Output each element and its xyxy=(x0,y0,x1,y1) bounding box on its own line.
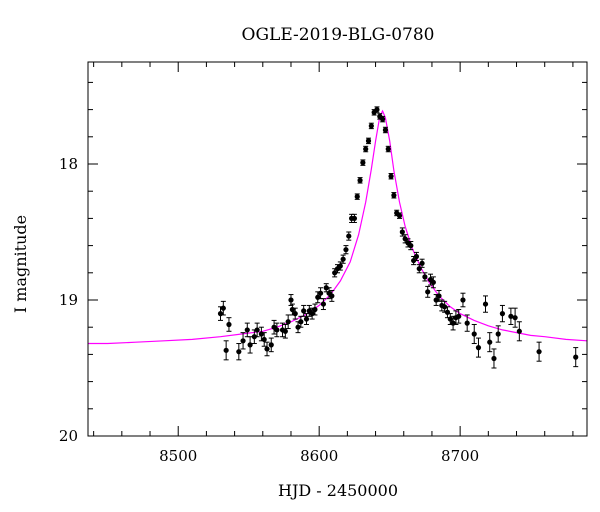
data-point xyxy=(471,331,477,337)
data-point xyxy=(499,311,506,317)
x-tick-label: 8600 xyxy=(300,447,338,465)
data-point xyxy=(512,315,518,321)
data-point xyxy=(274,327,280,333)
data-point xyxy=(220,305,226,311)
data-point xyxy=(298,319,304,325)
data-point xyxy=(391,192,397,198)
data-point xyxy=(236,349,242,355)
data-point xyxy=(292,311,298,317)
data-point xyxy=(411,257,417,264)
y-tick-label: 18 xyxy=(59,155,78,173)
data-point xyxy=(247,342,253,348)
data-point xyxy=(422,274,428,280)
data-point xyxy=(487,339,493,345)
data-point xyxy=(354,194,360,200)
data-point xyxy=(337,263,343,269)
plot-frame xyxy=(87,61,588,437)
data-point xyxy=(408,243,414,249)
data-point xyxy=(351,215,358,221)
data-point xyxy=(312,306,318,313)
y-tick-label: 20 xyxy=(59,427,78,445)
data-point xyxy=(447,316,453,322)
data-point xyxy=(482,301,489,307)
data-point xyxy=(573,354,579,360)
x-tick-label: 8700 xyxy=(441,447,479,465)
data-point xyxy=(254,327,260,333)
data-point xyxy=(363,146,369,152)
data-point xyxy=(382,127,389,133)
data-point xyxy=(388,173,394,179)
data-point xyxy=(301,308,307,314)
data-point xyxy=(343,247,349,253)
data-point xyxy=(268,342,274,348)
data-point xyxy=(340,256,346,262)
data-point xyxy=(320,301,327,307)
data-point xyxy=(464,320,470,326)
data-points-layer xyxy=(217,106,579,369)
data-point xyxy=(419,260,425,266)
data-point xyxy=(282,328,288,334)
data-point xyxy=(495,331,501,337)
x-tick-label: 8500 xyxy=(159,447,197,465)
y-axis-label: I magnitude xyxy=(11,215,30,313)
data-point xyxy=(460,297,466,303)
data-point xyxy=(442,304,448,310)
data-point xyxy=(374,107,380,113)
data-point xyxy=(295,324,301,330)
data-point xyxy=(385,146,391,152)
data-point xyxy=(365,138,372,144)
data-point xyxy=(288,297,294,303)
data-point xyxy=(303,316,310,322)
data-point xyxy=(264,346,270,352)
data-point xyxy=(456,313,462,319)
data-point xyxy=(430,279,436,285)
data-point xyxy=(317,290,324,296)
data-point xyxy=(436,293,442,299)
data-point xyxy=(323,285,329,291)
data-point xyxy=(244,327,250,333)
data-point xyxy=(223,347,229,353)
data-point xyxy=(285,319,291,325)
data-point xyxy=(396,213,403,219)
chart-title: OGLE-2019-BLG-0780 xyxy=(242,25,435,45)
data-point xyxy=(360,160,366,166)
data-point xyxy=(251,334,257,340)
data-point xyxy=(508,313,514,319)
data-point xyxy=(425,289,431,295)
data-point xyxy=(402,236,408,242)
data-point xyxy=(516,328,522,334)
data-point xyxy=(413,253,420,260)
data-point xyxy=(536,349,542,355)
data-point xyxy=(240,338,246,344)
data-point xyxy=(491,355,497,362)
data-point xyxy=(226,321,232,328)
data-point xyxy=(329,293,335,299)
axes-layer: 8500 8600 8700 18 19 20 xyxy=(59,61,588,465)
x-axis-label: HJD - 2450000 xyxy=(278,481,398,500)
data-point xyxy=(357,177,363,183)
data-point xyxy=(380,116,386,122)
data-point xyxy=(368,123,374,129)
data-point xyxy=(399,229,405,235)
data-point xyxy=(475,345,482,351)
y-tick-label: 19 xyxy=(59,291,78,309)
data-point xyxy=(261,336,267,343)
data-point xyxy=(332,270,338,276)
data-point xyxy=(346,233,352,239)
